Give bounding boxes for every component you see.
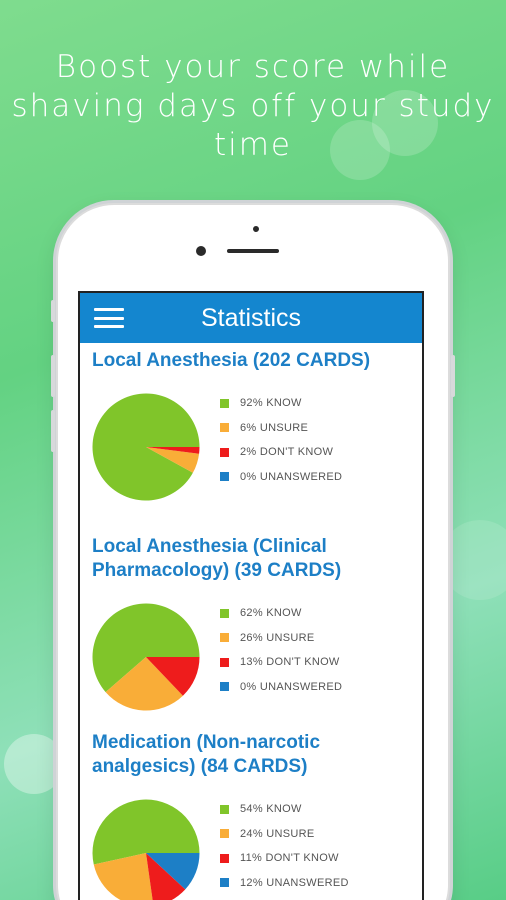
legend-swatch bbox=[220, 472, 229, 482]
pie-slice-unsure bbox=[105, 657, 183, 711]
legend-swatch bbox=[220, 633, 229, 643]
legend-item: 24% UNSURE bbox=[220, 822, 349, 847]
legend-item: 92% KNOW bbox=[220, 391, 342, 416]
section-title-line: Medication (Non-narcotic bbox=[92, 732, 321, 753]
phone-frame: Statistics Local Anesthesia (202 CARDS) 9… bbox=[51, 203, 455, 900]
pie-chart bbox=[92, 393, 200, 501]
legend-item: 62% KNOW bbox=[220, 601, 342, 626]
legend-swatch bbox=[220, 682, 229, 692]
legend-swatch bbox=[220, 878, 229, 888]
phone-camera bbox=[196, 246, 206, 256]
bokeh-circle bbox=[440, 520, 506, 600]
pie-slice-dont-know bbox=[146, 657, 200, 696]
statistics-list: Local Anesthesia (202 CARDS) 92% KNOW 6% U… bbox=[80, 343, 422, 900]
phone-power-button bbox=[451, 355, 455, 397]
legend-label: 12% UNANSWERED bbox=[240, 876, 349, 889]
legend-item: 2% DON'T KNOW bbox=[220, 440, 342, 465]
pie-chart bbox=[92, 603, 200, 711]
legend-label: 92% KNOW bbox=[240, 397, 302, 410]
bokeh-circle bbox=[4, 734, 64, 794]
page-title: Statistics bbox=[200, 304, 302, 332]
legend-label: 26% UNSURE bbox=[240, 631, 315, 644]
legend-label: 0% UNANSWERED bbox=[240, 470, 343, 483]
pie-slice-dont-know bbox=[146, 447, 200, 454]
phone-volume-up-button bbox=[51, 355, 55, 397]
legend-label: 2% DON'T KNOW bbox=[240, 446, 334, 459]
legend-item: 12% UNANSWERED bbox=[220, 871, 349, 896]
phone-speaker bbox=[227, 249, 279, 253]
pie-slice-unanswered bbox=[146, 853, 200, 890]
chart-legend: 54% KNOW 24% UNSURE 11% DON'T KNOW 12% UNAN… bbox=[220, 797, 349, 895]
hamburger-menu-icon[interactable] bbox=[94, 308, 124, 328]
legend-item: 0% UNANSWERED bbox=[220, 675, 342, 700]
section-title-line: Local Anesthesia (Clinical bbox=[92, 536, 327, 557]
section-title-line: analgesics) (84 CARDS) bbox=[92, 756, 308, 777]
legend-swatch bbox=[220, 398, 229, 408]
app-screen: Statistics Local Anesthesia (202 CARDS) 9… bbox=[78, 291, 424, 900]
legend-item: 13% DON'T KNOW bbox=[220, 650, 342, 675]
stats-section[interactable]: Local Anesthesia (202 CARDS) 92% KNOW 6% U… bbox=[80, 343, 422, 529]
legend-item: 54% KNOW bbox=[220, 797, 349, 822]
legend-label: 54% KNOW bbox=[240, 803, 302, 816]
legend-item: 6% UNSURE bbox=[220, 416, 342, 441]
legend-item: 0% UNANSWERED bbox=[220, 465, 342, 490]
bokeh-circle bbox=[330, 120, 390, 180]
section-title-line: Pharmacology) (39 CARDS) bbox=[92, 560, 342, 581]
pie-slice-unsure bbox=[146, 447, 200, 473]
legend-swatch bbox=[220, 608, 229, 618]
legend-swatch bbox=[220, 829, 229, 839]
chart-legend: 92% KNOW 6% UNSURE 2% DON'T KNOW 0% UNANSWE… bbox=[220, 391, 342, 489]
chart-legend: 62% KNOW 26% UNSURE 13% DON'T KNOW 0% UNANS… bbox=[220, 601, 342, 699]
section-title: Local Anesthesia (202 CARDS) bbox=[80, 343, 422, 373]
legend-swatch bbox=[220, 447, 229, 457]
legend-label: 13% DON'T KNOW bbox=[240, 656, 340, 669]
stats-section[interactable]: Medication (Non-narcotic analgesics) (84 … bbox=[80, 725, 422, 900]
legend-label: 62% KNOW bbox=[240, 607, 302, 620]
phone-volume-down-button bbox=[51, 410, 55, 452]
legend-item: 26% UNSURE bbox=[220, 626, 342, 651]
section-title: Medication (Non-narcotic analgesics) (84 … bbox=[80, 725, 422, 779]
section-title: Local Anesthesia (Clinical Pharmacology) … bbox=[80, 529, 422, 583]
legend-swatch bbox=[220, 804, 229, 814]
legend-swatch bbox=[220, 423, 229, 433]
legend-swatch bbox=[220, 853, 229, 863]
pie-chart bbox=[92, 799, 200, 900]
legend-item: 11% DON'T KNOW bbox=[220, 846, 349, 871]
promo-headline: Boost your score while shaving days off … bbox=[11, 49, 495, 163]
legend-label: 11% DON'T KNOW bbox=[240, 852, 339, 865]
bokeh-circle bbox=[372, 90, 438, 156]
pie-slice-unsure bbox=[93, 853, 153, 900]
pie-slice-know bbox=[92, 603, 200, 693]
pie-slice-know bbox=[92, 799, 200, 865]
app-bar: Statistics bbox=[80, 293, 422, 343]
legend-label: 6% UNSURE bbox=[240, 421, 309, 434]
legend-swatch bbox=[220, 657, 229, 667]
phone-side-button bbox=[51, 300, 55, 322]
phone-sensor bbox=[253, 226, 259, 232]
section-title-line: Local Anesthesia (202 CARDS) bbox=[92, 350, 371, 371]
legend-label: 0% UNANSWERED bbox=[240, 680, 343, 693]
legend-label: 24% UNSURE bbox=[240, 827, 315, 840]
stats-section[interactable]: Local Anesthesia (Clinical Pharmacology) … bbox=[80, 529, 422, 725]
pie-slice-dont-know bbox=[146, 853, 186, 900]
